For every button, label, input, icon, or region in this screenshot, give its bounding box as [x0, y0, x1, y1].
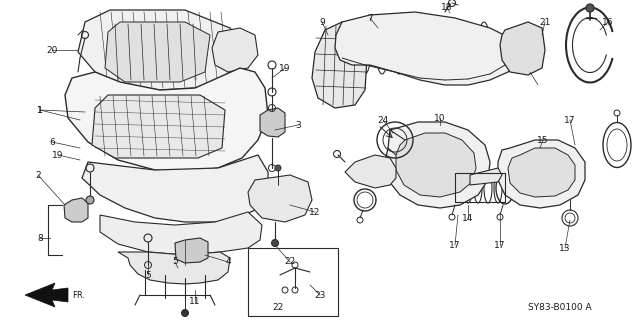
Circle shape — [275, 165, 281, 171]
Polygon shape — [396, 133, 476, 197]
Text: SY83-B0100 A: SY83-B0100 A — [528, 303, 592, 313]
Text: 19: 19 — [52, 150, 64, 159]
Text: 17: 17 — [449, 241, 461, 250]
Polygon shape — [470, 168, 502, 185]
Circle shape — [86, 196, 94, 204]
Polygon shape — [498, 140, 585, 208]
Text: 7: 7 — [367, 13, 373, 22]
Text: 8: 8 — [37, 234, 43, 243]
Text: 10: 10 — [434, 114, 446, 123]
Polygon shape — [92, 95, 225, 158]
Text: FR.: FR. — [72, 291, 85, 300]
Polygon shape — [260, 108, 285, 137]
Text: 14: 14 — [462, 213, 474, 222]
Text: 20: 20 — [47, 45, 58, 54]
Text: 5: 5 — [145, 270, 151, 279]
Text: 22: 22 — [284, 258, 296, 267]
Polygon shape — [64, 198, 88, 222]
Polygon shape — [212, 28, 258, 72]
Polygon shape — [385, 122, 490, 208]
Polygon shape — [335, 12, 520, 85]
Polygon shape — [312, 22, 368, 108]
Text: 16: 16 — [602, 18, 614, 27]
Text: 2: 2 — [35, 171, 41, 180]
Circle shape — [586, 4, 594, 12]
Text: 18: 18 — [441, 3, 453, 12]
Text: 19: 19 — [279, 63, 290, 73]
Polygon shape — [25, 283, 68, 307]
Circle shape — [182, 309, 189, 316]
Text: 22: 22 — [273, 303, 283, 313]
Text: 15: 15 — [537, 135, 548, 145]
Polygon shape — [248, 175, 312, 222]
Polygon shape — [65, 68, 268, 172]
Polygon shape — [175, 238, 208, 263]
Text: 1: 1 — [37, 106, 43, 115]
Polygon shape — [500, 22, 545, 75]
Polygon shape — [105, 22, 210, 82]
Text: 17: 17 — [564, 116, 576, 124]
Polygon shape — [118, 252, 230, 284]
Text: 24: 24 — [377, 116, 389, 124]
Polygon shape — [82, 155, 268, 222]
Polygon shape — [345, 155, 396, 188]
Text: 3: 3 — [295, 121, 301, 130]
Text: 11: 11 — [189, 298, 201, 307]
Text: 12: 12 — [310, 207, 320, 217]
Polygon shape — [78, 10, 245, 90]
Text: 23: 23 — [314, 291, 326, 300]
Polygon shape — [508, 148, 575, 197]
Circle shape — [271, 239, 278, 246]
Text: 9: 9 — [319, 18, 325, 27]
Text: 4: 4 — [225, 258, 231, 267]
Text: 13: 13 — [559, 244, 571, 252]
Bar — [248, 248, 338, 316]
Text: 5: 5 — [172, 258, 178, 267]
Text: 6: 6 — [49, 138, 55, 147]
Polygon shape — [100, 212, 262, 255]
Text: 17: 17 — [494, 241, 506, 250]
Text: 21: 21 — [540, 18, 551, 27]
Text: 1: 1 — [37, 106, 43, 115]
